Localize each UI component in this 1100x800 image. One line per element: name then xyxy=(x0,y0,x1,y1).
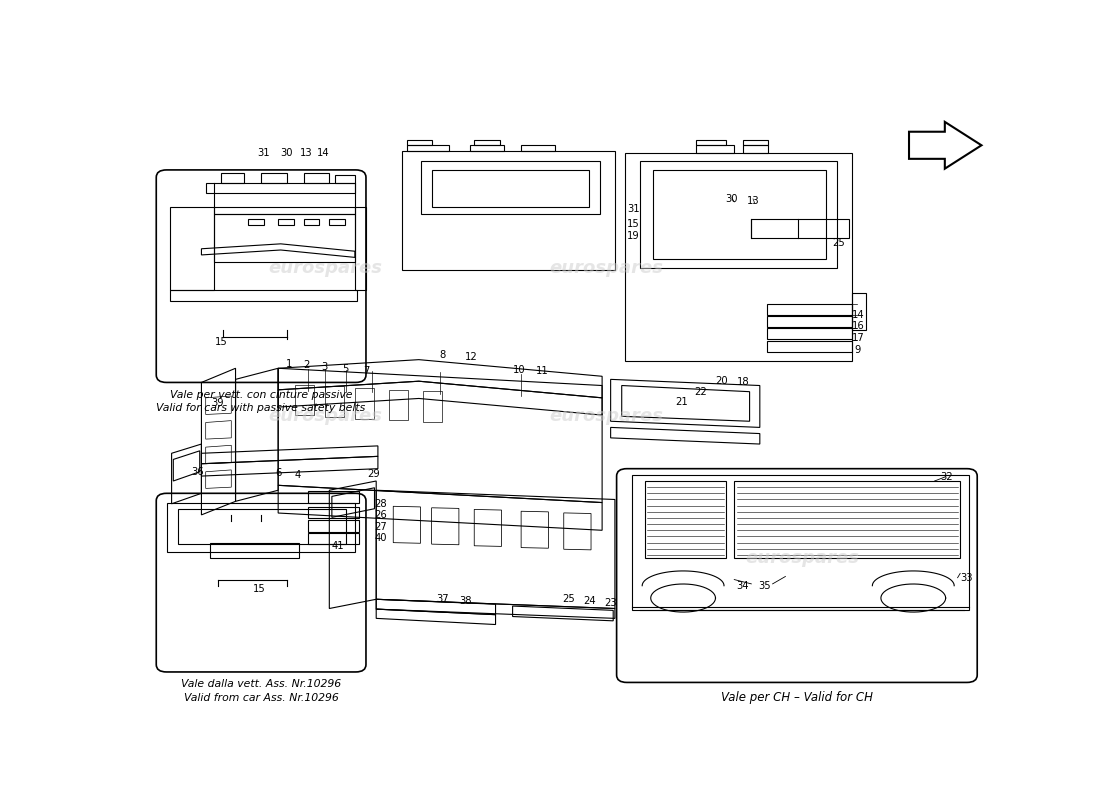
Text: 21: 21 xyxy=(675,397,688,406)
Text: 29: 29 xyxy=(367,469,380,478)
Text: Vale dalla vett. Ass. Nr.10296: Vale dalla vett. Ass. Nr.10296 xyxy=(182,679,341,690)
Text: 8: 8 xyxy=(440,350,446,360)
Text: Valid for cars with passive satety belts: Valid for cars with passive satety belts xyxy=(156,403,365,414)
Text: Vale per vett. con cinture passive: Vale per vett. con cinture passive xyxy=(169,390,352,400)
Text: 34: 34 xyxy=(737,581,749,590)
Text: 14: 14 xyxy=(851,310,865,320)
Text: eurospares: eurospares xyxy=(549,259,663,278)
Text: 2: 2 xyxy=(304,360,309,370)
Text: 27: 27 xyxy=(374,522,387,532)
Text: 30: 30 xyxy=(280,148,293,158)
Text: 9: 9 xyxy=(855,345,861,354)
Text: 12: 12 xyxy=(465,351,478,362)
Text: 3: 3 xyxy=(321,362,328,372)
Text: Vale per CH – Valid for CH: Vale per CH – Valid for CH xyxy=(720,691,873,704)
Polygon shape xyxy=(909,122,981,169)
Text: 16: 16 xyxy=(851,322,865,331)
Text: 22: 22 xyxy=(694,386,706,397)
Text: 20: 20 xyxy=(715,375,728,386)
Text: eurospares: eurospares xyxy=(549,407,663,426)
Text: 38: 38 xyxy=(460,596,472,606)
Text: 25: 25 xyxy=(562,594,575,604)
Text: 36: 36 xyxy=(191,466,205,477)
Text: 15: 15 xyxy=(627,218,640,229)
Text: eurospares: eurospares xyxy=(268,407,382,426)
Text: 1: 1 xyxy=(286,359,293,369)
Text: 23: 23 xyxy=(604,598,617,608)
Text: 30: 30 xyxy=(725,194,738,205)
Text: eurospares: eurospares xyxy=(746,549,859,567)
Text: eurospares: eurospares xyxy=(268,259,382,278)
Text: 25: 25 xyxy=(832,238,845,248)
Text: 32: 32 xyxy=(940,472,953,482)
Text: 37: 37 xyxy=(437,594,449,604)
Text: 6: 6 xyxy=(275,468,282,478)
Text: 31: 31 xyxy=(627,204,640,214)
Text: 13: 13 xyxy=(300,148,312,158)
Text: 39: 39 xyxy=(211,398,224,408)
Text: 31: 31 xyxy=(257,148,270,158)
Text: 17: 17 xyxy=(851,333,865,343)
Text: 4: 4 xyxy=(295,470,301,480)
Text: 35: 35 xyxy=(758,581,770,590)
Text: 33: 33 xyxy=(960,573,972,582)
Text: 24: 24 xyxy=(583,596,595,606)
Text: 5: 5 xyxy=(342,364,349,374)
Text: 13: 13 xyxy=(747,196,759,206)
Text: 26: 26 xyxy=(374,510,387,520)
Text: 41: 41 xyxy=(331,541,344,550)
Text: 15: 15 xyxy=(214,338,228,347)
Text: 7: 7 xyxy=(363,366,370,376)
Text: 18: 18 xyxy=(737,378,749,387)
Text: 11: 11 xyxy=(536,366,549,376)
Text: 28: 28 xyxy=(374,498,387,509)
Text: 19: 19 xyxy=(627,231,640,242)
Text: 10: 10 xyxy=(513,365,526,374)
Text: Valid from car Ass. Nr.10296: Valid from car Ass. Nr.10296 xyxy=(184,693,339,703)
Text: 14: 14 xyxy=(317,148,330,158)
Text: 40: 40 xyxy=(374,534,387,543)
Text: 15: 15 xyxy=(253,584,266,594)
